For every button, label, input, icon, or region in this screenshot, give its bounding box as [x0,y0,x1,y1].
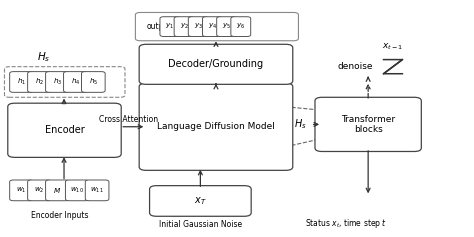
Text: $h_4$: $h_4$ [71,77,80,87]
FancyBboxPatch shape [139,44,293,84]
FancyBboxPatch shape [174,17,194,36]
Text: $h_3$: $h_3$ [53,77,62,87]
Text: Transformer
blocks: Transformer blocks [341,115,395,134]
Text: Encoder Inputs: Encoder Inputs [30,211,88,220]
FancyBboxPatch shape [27,180,51,201]
Text: $w_{10}$: $w_{10}$ [70,186,84,195]
FancyBboxPatch shape [160,17,180,36]
FancyBboxPatch shape [231,17,251,36]
Text: $y_1$: $y_1$ [165,22,174,31]
Text: Status $x_t$, time step $t$: Status $x_t$, time step $t$ [305,217,387,230]
FancyBboxPatch shape [46,180,69,201]
Text: $h_2$: $h_2$ [35,77,44,87]
Text: $M$: $M$ [54,186,62,195]
FancyBboxPatch shape [217,17,237,36]
Text: $w_{11}$: $w_{11}$ [90,186,104,195]
FancyBboxPatch shape [65,180,89,201]
Text: $w_2$: $w_2$ [34,186,45,195]
Text: Encoder: Encoder [45,125,84,135]
Text: denoise: denoise [337,62,373,71]
FancyBboxPatch shape [188,17,208,36]
Text: Decoder/Grounding: Decoder/Grounding [168,59,264,69]
Text: $x_T$: $x_T$ [194,195,207,207]
Text: Language Diffusion Model: Language Diffusion Model [157,122,275,131]
Text: $y_5$: $y_5$ [222,22,231,31]
Text: $h_1$: $h_1$ [17,77,26,87]
Text: $y_6$: $y_6$ [236,22,246,31]
Text: outputs: outputs [146,22,176,31]
Text: $y_2$: $y_2$ [180,22,189,31]
Text: $w_1$: $w_1$ [16,186,27,195]
FancyBboxPatch shape [85,180,109,201]
Text: $x_{t-1}$: $x_{t-1}$ [383,41,403,52]
Text: $h_5$: $h_5$ [89,77,98,87]
FancyBboxPatch shape [64,72,87,92]
Text: $y_4$: $y_4$ [208,22,217,31]
FancyBboxPatch shape [315,97,421,151]
FancyBboxPatch shape [150,186,251,216]
FancyBboxPatch shape [8,103,121,157]
FancyBboxPatch shape [9,72,33,92]
FancyBboxPatch shape [46,72,69,92]
FancyBboxPatch shape [27,72,51,92]
Text: $H_s$: $H_s$ [36,50,50,64]
FancyBboxPatch shape [202,17,222,36]
Text: Initial Gaussian Noise: Initial Gaussian Noise [159,220,242,229]
FancyBboxPatch shape [9,180,33,201]
Text: $y_3$: $y_3$ [194,22,203,31]
FancyBboxPatch shape [139,83,293,170]
FancyBboxPatch shape [82,72,105,92]
Text: $H_s$: $H_s$ [294,118,307,131]
Text: Cross Attention: Cross Attention [99,115,158,124]
